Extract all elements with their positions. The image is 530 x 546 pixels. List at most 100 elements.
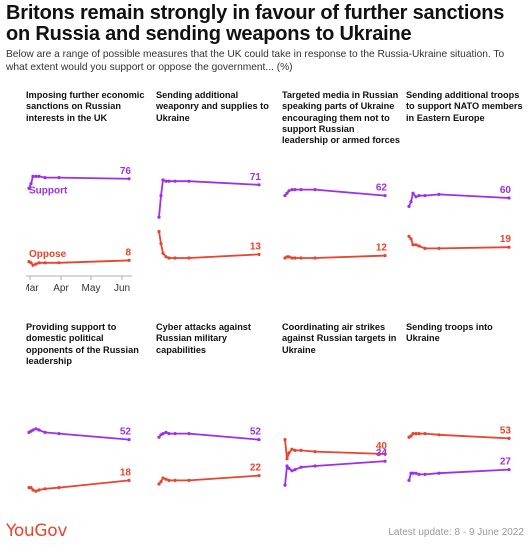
- data-point: [164, 179, 168, 183]
- series-line-oppose: [158, 231, 260, 259]
- data-point: [127, 478, 131, 482]
- data-point: [507, 468, 511, 472]
- chart-subtitle: Below are a range of possible measures t…: [6, 49, 505, 73]
- data-point: [383, 459, 387, 463]
- data-point: [159, 194, 163, 198]
- data-point: [437, 433, 441, 437]
- data-point: [43, 176, 47, 180]
- data-label: 53: [500, 425, 512, 436]
- data-point: [173, 478, 177, 482]
- panel-title: Cyber attacks against Russian military c…: [156, 322, 251, 355]
- data-point: [57, 176, 61, 180]
- data-point: [127, 177, 131, 181]
- data-point: [127, 258, 131, 262]
- data-point: [423, 432, 427, 436]
- data-point: [414, 471, 418, 475]
- data-label: 19: [500, 234, 512, 245]
- data-point: [161, 432, 165, 436]
- data-point: [287, 466, 291, 470]
- data-point: [411, 191, 415, 195]
- data-point: [423, 246, 427, 250]
- data-point: [293, 256, 297, 260]
- data-point: [411, 471, 415, 475]
- data-point: [29, 261, 33, 265]
- panel-title: Sending troops into Ukraine: [406, 322, 493, 344]
- panel-title: Coordinating air strikes against Russian…: [282, 322, 397, 355]
- data-point: [43, 430, 47, 434]
- x-tick-label: Mar: [26, 283, 39, 294]
- data-label: 8: [125, 247, 131, 258]
- data-point: [164, 477, 168, 481]
- data-point: [409, 434, 413, 438]
- data-point: [34, 262, 38, 266]
- data-point: [287, 189, 291, 193]
- data-point: [299, 448, 303, 452]
- panel-plot: 13 71: [157, 172, 262, 260]
- x-tick-label: May: [82, 283, 101, 294]
- data-point: [407, 204, 411, 208]
- data-point: [383, 254, 387, 258]
- data-point: [417, 472, 421, 476]
- data-point: [173, 432, 177, 436]
- data-point: [257, 474, 261, 478]
- data-label: 52: [120, 427, 132, 438]
- data-label: 18: [120, 467, 132, 478]
- data-point: [417, 244, 421, 248]
- data-point: [313, 256, 317, 260]
- data-point: [409, 237, 413, 241]
- data-point: [57, 486, 61, 490]
- panel-air-strikes: Coordinating air strikes against Russian…: [282, 322, 406, 528]
- data-point: [167, 179, 171, 183]
- data-point: [417, 194, 421, 198]
- data-point: [27, 186, 31, 190]
- data-label: 13: [250, 241, 262, 252]
- data-point: [409, 200, 413, 204]
- data-point: [127, 438, 131, 442]
- data-point: [43, 261, 47, 265]
- data-point: [290, 188, 294, 192]
- data-point: [31, 488, 35, 492]
- data-point: [187, 256, 191, 260]
- data-point: [167, 432, 171, 436]
- data-point: [159, 480, 163, 484]
- panel-cyber-attacks: Cyber attacks against Russian military c…: [156, 322, 280, 528]
- data-point: [159, 242, 163, 246]
- data-point: [187, 478, 191, 482]
- data-point: [290, 256, 294, 260]
- series-label: Oppose: [29, 249, 67, 260]
- data-point: [411, 432, 415, 436]
- data-point: [257, 252, 261, 256]
- data-point: [407, 234, 411, 238]
- data-point: [417, 432, 421, 436]
- data-point: [423, 194, 427, 198]
- data-point: [507, 436, 511, 440]
- data-point: [383, 194, 387, 198]
- data-point: [173, 179, 177, 183]
- panel-political-opponents: Providing support to domestic political …: [26, 322, 150, 528]
- series-line-support: [284, 460, 386, 486]
- data-label: 76: [120, 166, 132, 177]
- data-point: [157, 230, 161, 234]
- data-label: 22: [250, 463, 262, 474]
- data-point: [37, 488, 41, 492]
- data-point: [187, 432, 191, 436]
- data-point: [37, 428, 41, 432]
- data-point: [293, 188, 297, 192]
- panel-title: Sending additional troops to support NAT…: [406, 90, 523, 123]
- data-point: [257, 438, 261, 442]
- panel-troops-ukraine: Sending troops into Ukraine 53 27: [406, 322, 530, 528]
- series-line-support: [158, 179, 260, 218]
- data-point: [164, 255, 168, 259]
- data-point: [313, 188, 317, 192]
- panel-weaponry: Sending additional weaponry and supplies…: [156, 90, 280, 296]
- data-point: [164, 430, 168, 434]
- data-label: 27: [500, 457, 512, 468]
- series-line-oppose: [408, 235, 510, 250]
- data-label: 52: [250, 427, 262, 438]
- data-point: [437, 192, 441, 196]
- data-point: [283, 483, 287, 487]
- data-point: [423, 472, 427, 476]
- panel-plot: 12 62: [283, 183, 387, 260]
- data-point: [287, 451, 291, 455]
- series-label: Support: [29, 185, 68, 196]
